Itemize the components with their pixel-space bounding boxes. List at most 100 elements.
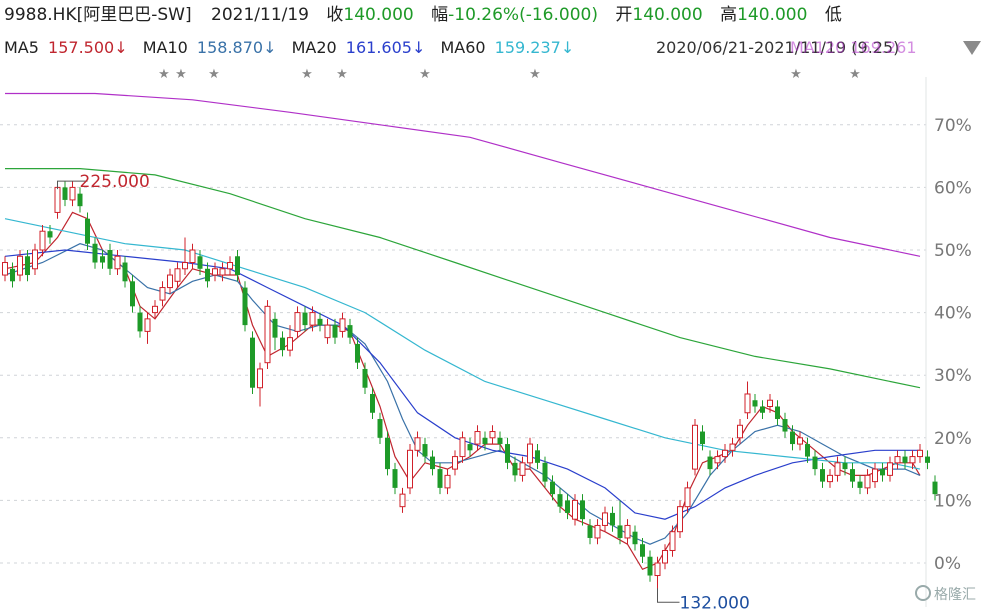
ma-legend: MA5 157.500↓ MA10 158.870↓ MA20 161.605↓… [0,37,574,59]
close-value: 140.000 [343,5,414,25]
candle-body [700,431,705,445]
candle-body [932,481,938,495]
candle-body [32,249,38,270]
candle [864,469,871,495]
ma10-label: MA10 [142,38,188,57]
candle [10,262,15,288]
candle-body [17,255,23,276]
legend-toggle-icon[interactable] [963,41,981,55]
candle-body [842,462,848,470]
candle-body [444,474,451,489]
candle-body [122,262,128,282]
candle [760,400,765,420]
candle-body [62,187,68,200]
candle-body [302,312,308,326]
candle-body [519,462,526,476]
candle [362,362,368,394]
candle [474,425,481,451]
candle-body [452,456,458,470]
candle [827,469,833,488]
candle [550,475,555,501]
candle [557,487,563,513]
candle [189,243,196,269]
candle-body [130,281,135,307]
candle-body [820,469,825,482]
candle [280,331,285,357]
candle-body [309,312,316,326]
candle-body [339,318,346,332]
candle-body [617,525,623,538]
candle-body [347,325,353,338]
candle [790,425,795,451]
candle [467,437,473,457]
event-star-icon: ★ [175,67,187,82]
candle [62,181,68,207]
candle-body [827,474,833,483]
candle-body [640,544,645,557]
candle [842,456,848,476]
candle-body [167,274,173,289]
candle [257,362,263,407]
candle [729,437,736,457]
ma20-label: MA20 [291,38,337,57]
ma60-value: 159.237↓ [494,38,575,57]
candle-body [242,287,248,326]
candle-body [782,419,788,432]
candle [572,494,578,526]
candle [324,318,331,344]
candle [250,331,255,394]
candle-body [535,450,540,463]
candle-body [565,500,570,513]
candle [25,250,30,282]
candle [302,306,308,332]
candles [2,181,938,595]
candle [909,450,916,470]
candle [722,444,728,463]
candle-body [459,437,466,458]
candle-body [805,444,810,457]
event-star-icon: ★ [208,67,220,82]
candle-body [114,255,121,270]
y-tick-label: 0% [934,554,961,574]
candle-body [272,318,278,338]
candle [444,469,451,495]
ma-line-ma120 [5,168,921,389]
high-label: 高 [720,5,738,25]
change-label: 幅 [431,5,449,25]
candle-body [377,419,383,438]
candle-body [684,487,691,508]
candle [339,312,346,338]
annotations: 225.000 132.000 [57,172,750,609]
candle-body [602,512,608,526]
candle [174,262,181,288]
candle-body [864,474,871,489]
candle [617,500,623,545]
candle-body [744,393,751,414]
candle-body [714,456,721,464]
candle-body [437,469,443,488]
candle-body [2,262,8,276]
candle-body [610,512,615,526]
candle [497,431,503,451]
candle-body [85,218,90,244]
candle-body [324,324,331,339]
candle [459,431,466,463]
candle [797,431,803,451]
candle-body [580,500,585,520]
candle [92,237,98,269]
candle-body [182,262,188,270]
candle [399,487,406,513]
candle-body [317,318,323,326]
candle [197,250,203,276]
watermark-icon [915,585,931,601]
candle-body [407,449,413,489]
candle-body [812,456,818,470]
candle [272,312,278,351]
candle [654,556,661,595]
change-value: -10.26%(-16.000) [448,5,598,25]
candle [624,519,631,545]
candle-body [752,400,758,407]
moving-average-lines [4,92,921,571]
candle-body [152,305,158,314]
event-star-icon: ★ [301,67,313,82]
